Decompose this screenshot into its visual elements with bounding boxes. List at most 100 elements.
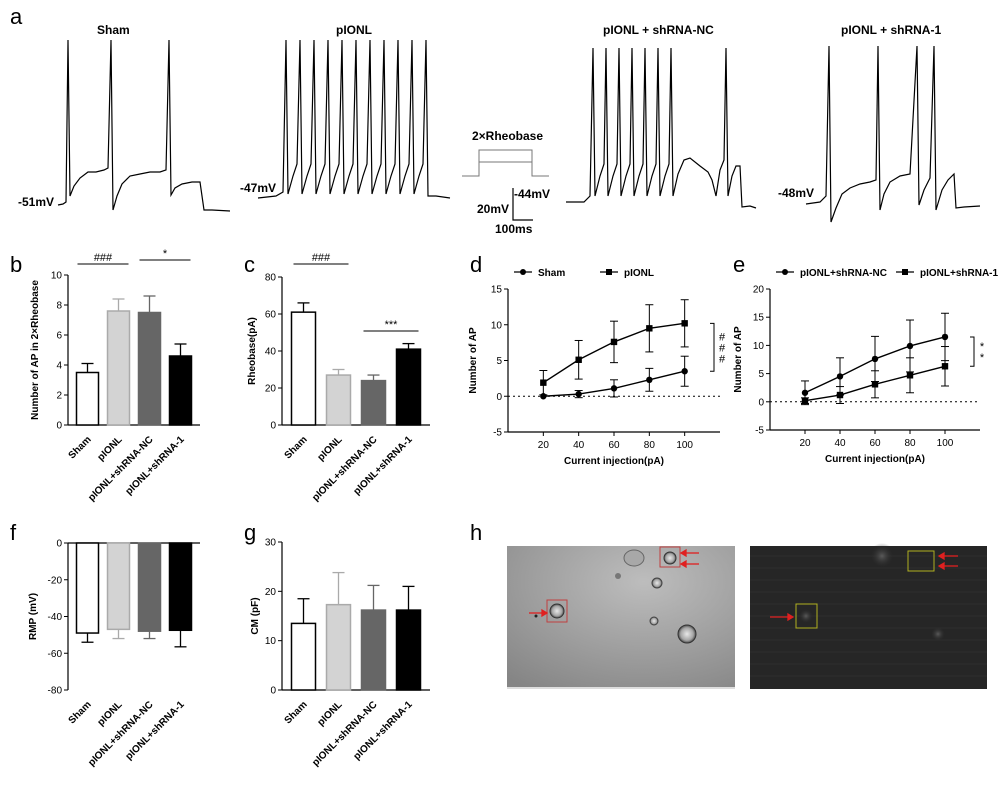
cell-glow [798, 608, 814, 624]
cell-image [534, 614, 538, 618]
data-point [941, 363, 949, 370]
panel-f-chart: 0 -20 -40 -60 -80 RMP (mV) Sham pIONLpIONL+shRN… [28, 539, 200, 769]
cell-image [549, 603, 565, 619]
significance-mark: * [980, 352, 985, 364]
y-tick-label: 0 [56, 539, 62, 550]
panel-label-h: h [470, 520, 482, 545]
legend-label: Sham [538, 268, 565, 279]
trace-title-pionl: pIONL [336, 23, 372, 37]
scale-label-voltage: 20mV [477, 202, 509, 216]
cell-glow [930, 626, 946, 642]
trace-sham [57, 39, 231, 212]
cell-image [651, 577, 663, 589]
data-point [836, 391, 844, 399]
data-point [906, 372, 914, 379]
bar [290, 622, 317, 691]
cell-image [677, 624, 697, 644]
significance-mark: * [980, 341, 985, 353]
y-tick-label: 0 [758, 397, 764, 408]
x-tick-label: 60 [608, 440, 620, 451]
panel-g-chart: 0 10 20 30 CM (pF) Sham pIONLpIONL+shRNA-NCpIO… [250, 538, 430, 769]
y-tick-label: 10 [51, 271, 63, 282]
y-axis-label: Number of AP in 2×Rheobase [30, 280, 41, 420]
y-tick-label: 5 [758, 369, 764, 380]
significance-label: ### [94, 252, 113, 264]
y-axis-label: Number of AP [733, 326, 744, 393]
y-tick-label: 0 [56, 421, 62, 432]
bar [106, 310, 131, 426]
brightfield-image [507, 546, 735, 689]
cell-glow [869, 543, 895, 569]
significance-label: ### [312, 252, 331, 264]
x-tick-label: 80 [644, 440, 656, 451]
arrow-icon [770, 551, 958, 622]
y-tick-label: -20 [48, 575, 63, 586]
scale-label-time: 100ms [495, 222, 533, 236]
panel-label-b: b [10, 252, 22, 277]
bar [325, 603, 352, 691]
legend-label: pIONL [624, 268, 654, 279]
x-tick-label: 40 [834, 438, 846, 449]
trace-rmp-sham: -51mV [18, 195, 54, 209]
category-label: pIONL [316, 434, 345, 463]
panel-label-c: c [244, 252, 255, 277]
y-tick-label: 15 [753, 313, 765, 324]
panel-label-d: d [470, 252, 482, 277]
y-tick-label: 80 [265, 273, 277, 284]
bar [290, 311, 317, 426]
data-point [906, 342, 914, 350]
bar [137, 311, 162, 426]
y-tick-label: 0 [270, 421, 276, 432]
category-label: pIONL+shRNA-1 [352, 434, 415, 497]
bar [325, 374, 352, 426]
significance-mark: # [719, 331, 726, 343]
significance-label: * * [980, 341, 985, 364]
panel-label-g: g [244, 520, 256, 545]
y-tick-label: 5 [496, 356, 502, 367]
protocol-label: 2×Rheobase [472, 129, 543, 143]
cell-image [649, 616, 659, 626]
y-tick-label: -60 [48, 649, 63, 660]
trace-pionl-shrna-1 [805, 45, 981, 223]
bar [106, 542, 131, 631]
legend-label: pIONL+shRNA-1 [920, 268, 999, 279]
category-label: pIONL+shRNA-NC [310, 434, 379, 503]
category-label: Sham [283, 434, 310, 461]
y-tick-label: 0 [496, 392, 502, 403]
panel-e-chart: -5 0 5 10 15 20 20 40 60 80 100 Current injection(p… [733, 268, 999, 465]
significance-label: ### [719, 331, 726, 365]
significance-mark: # [719, 342, 726, 354]
trace-title-pionl-shrna-1: pIONL + shRNA-1 [841, 23, 941, 37]
y-tick-label: -40 [48, 612, 63, 623]
trace-rmp-pionl: -47mV [240, 181, 276, 195]
trace-rmp-pionl-shrna-1: -48mV [778, 186, 814, 200]
trace-pionl-shrna-nc [566, 47, 757, 209]
x-tick-label: 80 [904, 438, 916, 449]
category-label: pIONL [96, 434, 125, 463]
y-axis-label: Number of AP [468, 327, 479, 394]
y-tick-label: 2 [56, 391, 62, 402]
trace-rmp-pionl-shrna-nc: -44mV [514, 187, 550, 201]
target-box-fluorescence-2 [907, 550, 935, 572]
significance-bracket [710, 322, 715, 372]
y-tick-label: 40 [265, 347, 277, 358]
y-tick-label: 20 [753, 285, 765, 296]
data-point [836, 373, 844, 380]
cell-image [663, 551, 677, 565]
y-tick-label: 0 [270, 686, 276, 697]
y-tick-label: 20 [265, 384, 277, 395]
y-tick-label: 4 [56, 361, 62, 372]
y-tick-label: 6 [56, 331, 62, 342]
y-tick-label: -5 [493, 428, 502, 439]
data-point [681, 368, 688, 375]
category-label: pIONL+shRNA-NC [310, 699, 379, 768]
cell-image [615, 573, 621, 579]
data-point [610, 385, 618, 392]
data-point [941, 333, 949, 341]
data-point [610, 338, 618, 346]
data-point [575, 356, 582, 363]
data-point [681, 320, 688, 327]
y-axis-label: Rheobase(pA) [247, 317, 258, 385]
